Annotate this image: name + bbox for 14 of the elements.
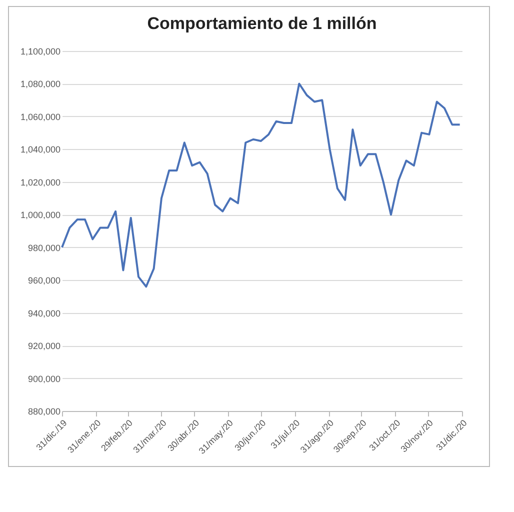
y-tick-label: 980,000 [28,242,60,253]
chart-title: Comportamiento de 1 millón [147,14,377,33]
y-tick-label: 1,100,000 [20,46,60,56]
y-tick-label: 1,000,000 [20,210,60,220]
line-series [61,82,461,288]
y-tick-label: 1,020,000 [20,177,60,188]
y-tick-label: 1,040,000 [20,144,60,155]
y-tick-label: 940,000 [28,308,60,318]
y-tick-label: 920,000 [28,341,60,352]
y-tick-label: 900,000 [28,374,60,384]
y-tick-label: 1,060,000 [20,112,60,122]
y-tick-label: 880,000 [28,406,60,416]
y-tick-label: 960,000 [28,276,60,286]
y-tick-label: 1,080,000 [20,79,60,90]
